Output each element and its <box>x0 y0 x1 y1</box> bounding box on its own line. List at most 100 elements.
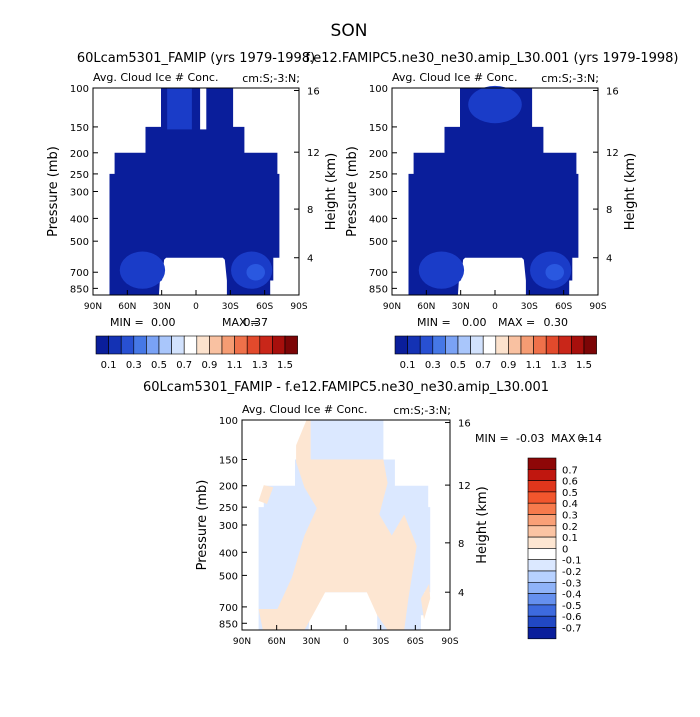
panel-0-xtick-label: 30N <box>153 302 171 312</box>
panel-0-ytick-label: 700 <box>70 268 89 279</box>
colorbar-1-box <box>457 335 471 355</box>
colorbar-0-box <box>108 335 122 355</box>
colorbar-diff-label: -0.6 <box>562 612 582 623</box>
panel-0-y2tick-label: 8 <box>307 205 313 216</box>
colorbar-1-box <box>445 335 459 355</box>
panel-1-y2tick-label: 4 <box>606 254 612 265</box>
colorbar-diff-box <box>527 514 557 527</box>
colorbar-diff-label: -0.1 <box>562 556 582 567</box>
colorbar-diff-label: -0.3 <box>562 578 582 589</box>
panel-2-ylabel-right: Height (km) <box>475 486 490 563</box>
panel-2-xtick-label: 90N <box>233 637 251 647</box>
panel-2-ytick-label: 100 <box>219 416 238 427</box>
panel-1-xtick-label: 90N <box>383 302 401 312</box>
panel-1-south-max <box>545 263 565 281</box>
panel-2-ytick-label: 500 <box>219 571 238 582</box>
panel-0-upper-core <box>167 88 192 130</box>
colorbar-diff-box <box>527 480 557 493</box>
panel-0-xtick-label: 0 <box>193 302 199 312</box>
colorbar-diff-label: 0.2 <box>562 522 578 533</box>
panel-2-ytick-label: 150 <box>219 455 238 466</box>
panel-2-y2tick-label: 16 <box>458 419 471 430</box>
panel-1-ytick-label: 700 <box>369 268 388 279</box>
panel-1-subtitle-left: Avg. Cloud Ice # Conc. <box>392 71 517 84</box>
panel-0-min-value: 0.00 <box>151 316 176 329</box>
colorbar-0-box <box>246 335 261 355</box>
colorbar-1-box <box>394 335 408 355</box>
colorbar-0-box <box>171 335 185 355</box>
panel-0-subtitle-left: Avg. Cloud Ice # Conc. <box>93 71 218 84</box>
panel-1-field <box>408 88 579 295</box>
colorbar-1-box <box>432 335 446 355</box>
colorbar-1-label: 0.5 <box>450 360 466 371</box>
panel-1-ytick-label: 300 <box>369 188 388 199</box>
colorbar-1-box <box>470 335 484 355</box>
panel-2-max-label: MAX = <box>551 432 588 445</box>
panel-1-ytick-label: 250 <box>369 170 388 181</box>
panel-0-ylabel-right: Height (km) <box>324 153 339 230</box>
panel-1-ytick-label: 100 <box>369 84 388 95</box>
panel-1-xtick-label: 0 <box>492 302 498 312</box>
panel-1-ytick-label: 150 <box>369 123 388 134</box>
panel-1-xtick-label: 30N <box>452 302 470 312</box>
colorbar-0-box <box>133 335 147 355</box>
colorbar-0-label: 0.7 <box>176 360 192 371</box>
panel-1-ytick-label: 500 <box>369 237 388 248</box>
panel-2-xtick-label: 60S <box>407 637 424 647</box>
panel-2-subtitle-left: Avg. Cloud Ice # Conc. <box>242 403 367 416</box>
panel-2-ylabel: Pressure (mb) <box>195 480 210 571</box>
colorbar-diff-box <box>527 570 557 583</box>
colorbar-diff-label: 0.3 <box>562 511 578 522</box>
colorbar-diff-box <box>527 581 557 594</box>
panel-0-south-max <box>246 263 266 281</box>
panel-1-upper-core <box>468 85 522 124</box>
panel-0-subtitle-right: cm:S;-3:N; <box>242 72 300 85</box>
panel-2-min-label: MIN = <box>475 432 509 445</box>
colorbar-diff-label: 0.6 <box>562 477 578 488</box>
panel-1-max-value: 0.30 <box>544 316 569 329</box>
colorbar-diff-label: -0.7 <box>562 624 582 635</box>
colorbar-0-box <box>209 335 223 355</box>
colorbar-1-box <box>508 335 522 355</box>
panel-2-y2tick-label: 4 <box>458 588 464 599</box>
panel-0-max-label: MAX = <box>222 316 259 329</box>
panel-2-ytick-label: 700 <box>219 603 238 614</box>
colorbar-0-label: 0.3 <box>126 360 142 371</box>
panel-1-ylabel: Pressure (mb) <box>345 146 360 237</box>
panel-0-ytick-label: 250 <box>70 170 89 181</box>
panel-0-xtick-label: 90N <box>84 302 102 312</box>
panel-0-xtick-label: 30S <box>222 302 239 312</box>
colorbar-0-label: 0.5 <box>151 360 167 371</box>
panel-0-ylabel: Pressure (mb) <box>46 146 61 237</box>
panel-2-ytick-label: 400 <box>219 548 238 559</box>
colorbar-0-box <box>284 335 298 355</box>
panel-1-max-label: MAX = <box>498 316 535 329</box>
colorbar-diff-box <box>527 627 557 640</box>
panel-2-max-value: 0.14 <box>578 432 603 445</box>
panel-1-xtick-label: 60S <box>555 302 572 312</box>
colorbar-1-box <box>419 335 434 355</box>
panel-0-north-core <box>119 251 166 289</box>
colorbar-1-box <box>533 335 547 355</box>
colorbar-1-label: 1.1 <box>526 360 542 371</box>
panel-1-y2tick-label: 8 <box>606 205 612 216</box>
colorbar-diff-label: 0 <box>562 544 568 555</box>
colorbar-0-label: 1.1 <box>227 360 243 371</box>
panel-1-min-value: 0.00 <box>462 316 487 329</box>
colorbar-0-box <box>272 335 286 355</box>
panel-0-ytick-label: 150 <box>70 123 89 134</box>
colorbar-1-box <box>558 335 572 355</box>
colorbar-0-label: 0.9 <box>201 360 217 371</box>
colorbar-diff-label: 0.4 <box>562 499 578 510</box>
colorbar-0-label: 1.5 <box>277 360 293 371</box>
panel-2-min-value: -0.03 <box>516 432 544 445</box>
panel-1-ylabel-right: Height (km) <box>623 153 638 230</box>
colorbar-diff-label: 0.1 <box>562 533 578 544</box>
colorbar-diff-label: 0.7 <box>562 465 578 476</box>
panel-0-xtick-label: 90S <box>290 302 307 312</box>
figure-title: SON <box>331 21 368 41</box>
panel-0-field <box>109 88 280 295</box>
panel-1-min-label: MIN = <box>417 316 451 329</box>
colorbar-0-box <box>234 335 248 355</box>
